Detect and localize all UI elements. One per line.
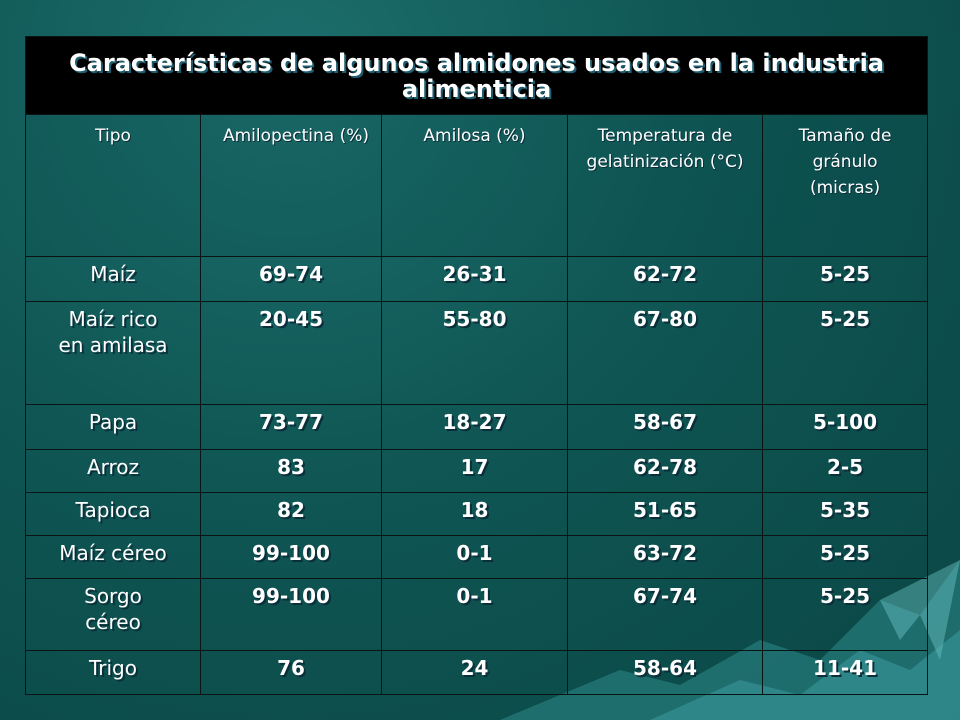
table-row: Maíz céreo 99-100 0-1 63-72 5-25 — [25, 535, 929, 579]
cell-amilopectina: 83 — [200, 449, 382, 493]
cell-amilosa: 0-1 — [381, 578, 568, 651]
cell-temperatura: 67-74 — [567, 578, 763, 651]
cell-tamano: 5-35 — [761, 492, 929, 536]
cell-temperatura: 67-80 — [567, 301, 763, 405]
cell-type: Maíz céreo — [25, 535, 201, 579]
cell-amilopectina: 69-74 — [200, 256, 382, 302]
cell-amilopectina: 20-45 — [200, 301, 382, 405]
header-amilosa: Amilosa (%) — [381, 114, 568, 257]
cell-temperatura: 62-78 — [567, 449, 763, 493]
table-title-cell: Características de algunos almidones usa… — [24, 36, 929, 115]
table-header-row: Tipo Amilopectina (%) Amilosa (%) Temper… — [25, 114, 929, 257]
cell-tamano: 5-25 — [761, 301, 929, 405]
cell-amilopectina: 82 — [200, 492, 382, 536]
cell-temperatura: 58-64 — [567, 650, 763, 695]
cell-type: Arroz — [25, 449, 201, 493]
cell-amilosa: 18-27 — [381, 404, 568, 450]
cell-type: Trigo — [25, 650, 201, 695]
cell-amilopectina: 76 — [200, 650, 382, 695]
cell-amilosa: 17 — [381, 449, 568, 493]
cell-amilosa: 18 — [381, 492, 568, 536]
cell-type: Maíz rico en amilasa — [25, 301, 201, 405]
cell-amilosa: 26-31 — [381, 256, 568, 302]
table-title-row: Características de algunos almidones usa… — [24, 36, 929, 115]
header-amilopectina: Amilopectina (%) — [200, 114, 382, 257]
cell-tamano: 5-25 — [761, 578, 929, 651]
header-tamano: Tamaño de gránulo (micras) — [761, 114, 929, 257]
table-row: Papa 73-77 18-27 58-67 5-100 — [25, 404, 929, 450]
cell-type: Sorgo céreo — [25, 578, 201, 651]
cell-tamano: 2-5 — [761, 449, 929, 493]
table-row: Tapioca 82 18 51-65 5-35 — [25, 492, 929, 536]
cell-temperatura: 51-65 — [567, 492, 763, 536]
cell-temperatura: 63-72 — [567, 535, 763, 579]
cell-amilopectina: 99-100 — [200, 535, 382, 579]
cell-temperatura: 58-67 — [567, 404, 763, 450]
cell-amilosa: 24 — [381, 650, 568, 695]
cell-amilosa: 55-80 — [381, 301, 568, 405]
table-row: Sorgo céreo 99-100 0-1 67-74 5-25 — [25, 578, 929, 651]
cell-tamano: 11-41 — [761, 650, 929, 695]
cell-tamano: 5-100 — [761, 404, 929, 450]
cell-amilopectina: 73-77 — [200, 404, 382, 450]
header-tipo: Tipo — [25, 114, 201, 257]
table-row: Maíz 69-74 26-31 62-72 5-25 — [25, 256, 929, 302]
table-row: Arroz 83 17 62-78 2-5 — [25, 449, 929, 493]
cell-amilopectina: 99-100 — [200, 578, 382, 651]
cell-temperatura: 62-72 — [567, 256, 763, 302]
cell-tamano: 5-25 — [761, 256, 929, 302]
cell-type: Maíz — [25, 256, 201, 302]
cell-amilosa: 0-1 — [381, 535, 568, 579]
cell-type: Tapioca — [25, 492, 201, 536]
slide-title: Características de algunos almidones usa… — [69, 48, 884, 103]
table-row: Maíz rico en amilasa 20-45 55-80 67-80 5… — [25, 301, 929, 405]
table-row: Trigo 76 24 58-64 11-41 — [25, 650, 929, 695]
cell-type: Papa — [25, 404, 201, 450]
cell-tamano: 5-25 — [761, 535, 929, 579]
header-temperatura: Temperatura de gelatinización (°C) — [567, 114, 763, 257]
starch-characteristics-table: Características de algunos almidones usa… — [24, 36, 929, 695]
